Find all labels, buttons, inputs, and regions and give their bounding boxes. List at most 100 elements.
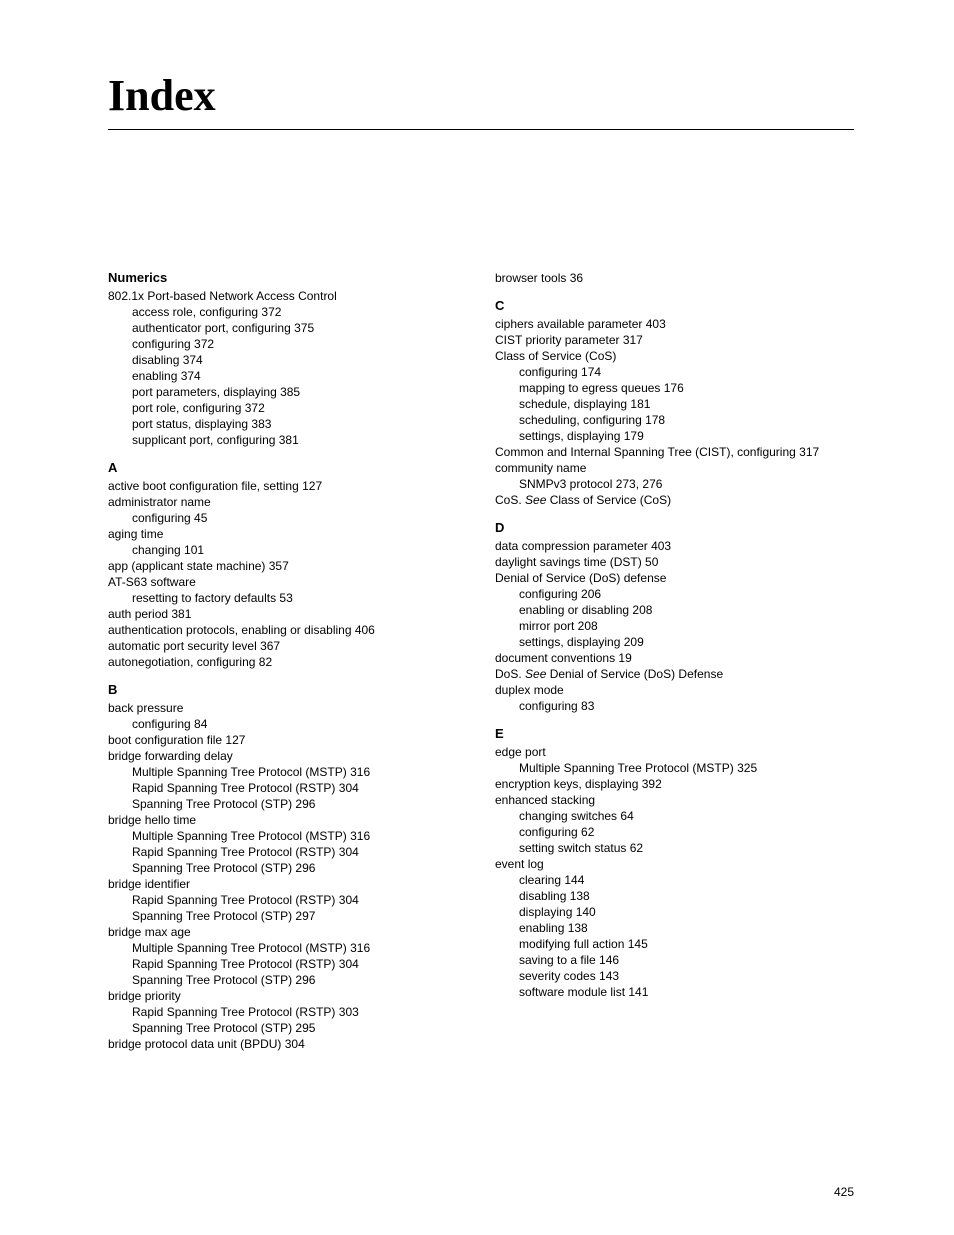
index-entry: authentication protocols, enabling or di…: [108, 622, 467, 638]
entry-text: Class of Service (CoS): [546, 493, 671, 507]
index-entry: back pressure: [108, 700, 467, 716]
index-subentry: scheduling, configuring 178: [495, 412, 854, 428]
index-subentry: configuring 84: [108, 716, 467, 732]
index-entry: active boot configuration file, setting …: [108, 478, 467, 494]
index-entry: duplex mode: [495, 682, 854, 698]
index-entry: bridge max age: [108, 924, 467, 940]
index-entry: Class of Service (CoS): [495, 348, 854, 364]
section-b: B: [108, 682, 467, 698]
index-subentry: SNMPv3 protocol 273, 276: [495, 476, 854, 492]
index-subentry: Multiple Spanning Tree Protocol (MSTP) 3…: [495, 760, 854, 776]
index-entry: event log: [495, 856, 854, 872]
index-subentry: enabling 138: [495, 920, 854, 936]
index-subentry: modifying full action 145: [495, 936, 854, 952]
index-entry: boot configuration file 127: [108, 732, 467, 748]
index-subentry: configuring 206: [495, 586, 854, 602]
page-number: 425: [834, 1185, 854, 1199]
index-entry: AT-S63 software: [108, 574, 467, 590]
index-subentry: Multiple Spanning Tree Protocol (MSTP) 3…: [108, 764, 467, 780]
see-ref: See: [525, 667, 550, 681]
index-subentry: setting switch status 62: [495, 840, 854, 856]
index-entry: bridge priority: [108, 988, 467, 1004]
index-subentry: changing switches 64: [495, 808, 854, 824]
index-subentry: software module list 141: [495, 984, 854, 1000]
index-entry: daylight savings time (DST) 50: [495, 554, 854, 570]
index-subentry: settings, displaying 179: [495, 428, 854, 444]
index-entry: administrator name: [108, 494, 467, 510]
index-entry: document conventions 19: [495, 650, 854, 666]
see-ref: See: [525, 493, 546, 507]
index-subentry: schedule, displaying 181: [495, 396, 854, 412]
index-entry: auth period 381: [108, 606, 467, 622]
index-subentry: configuring 83: [495, 698, 854, 714]
title-rule: [108, 129, 854, 130]
index-title: Index: [108, 70, 854, 121]
left-column: Numerics 802.1x Port-based Network Acces…: [108, 270, 467, 1052]
index-entry: 802.1x Port-based Network Access Control: [108, 288, 467, 304]
section-d: D: [495, 520, 854, 536]
index-entry: bridge hello time: [108, 812, 467, 828]
index-entry: CIST priority parameter 317: [495, 332, 854, 348]
index-subentry: changing 101: [108, 542, 467, 558]
index-subentry: authenticator port, configuring 375: [108, 320, 467, 336]
index-entry: DoS. See Denial of Service (DoS) Defense: [495, 666, 854, 682]
index-subentry: access role, configuring 372: [108, 304, 467, 320]
index-subentry: configuring 174: [495, 364, 854, 380]
right-column: browser tools 36 C ciphers available par…: [495, 270, 854, 1052]
index-entry: browser tools 36: [495, 270, 854, 286]
index-entry: community name: [495, 460, 854, 476]
index-subentry: Spanning Tree Protocol (STP) 297: [108, 908, 467, 924]
index-subentry: Rapid Spanning Tree Protocol (RSTP) 304: [108, 780, 467, 796]
index-subentry: port role, configuring 372: [108, 400, 467, 416]
index-subentry: Rapid Spanning Tree Protocol (RSTP) 304: [108, 844, 467, 860]
index-entry: Denial of Service (DoS) defense: [495, 570, 854, 586]
index-columns: Numerics 802.1x Port-based Network Acces…: [108, 270, 854, 1052]
index-subentry: port parameters, displaying 385: [108, 384, 467, 400]
section-c: C: [495, 298, 854, 314]
index-subentry: mirror port 208: [495, 618, 854, 634]
index-subentry: Spanning Tree Protocol (STP) 296: [108, 972, 467, 988]
index-entry: autonegotiation, configuring 82: [108, 654, 467, 670]
index-subentry: Rapid Spanning Tree Protocol (RSTP) 304: [108, 892, 467, 908]
index-subentry: Multiple Spanning Tree Protocol (MSTP) 3…: [108, 940, 467, 956]
index-entry: encryption keys, displaying 392: [495, 776, 854, 792]
index-entry: edge port: [495, 744, 854, 760]
index-entry: aging time: [108, 526, 467, 542]
index-subentry: disabling 138: [495, 888, 854, 904]
index-subentry: Rapid Spanning Tree Protocol (RSTP) 303: [108, 1004, 467, 1020]
index-entry: bridge forwarding delay: [108, 748, 467, 764]
index-entry: bridge identifier: [108, 876, 467, 892]
index-subentry: Spanning Tree Protocol (STP) 295: [108, 1020, 467, 1036]
index-subentry: port status, displaying 383: [108, 416, 467, 432]
index-entry: ciphers available parameter 403: [495, 316, 854, 332]
index-subentry: Multiple Spanning Tree Protocol (MSTP) 3…: [108, 828, 467, 844]
index-entry: CoS. See Class of Service (CoS): [495, 492, 854, 508]
section-a: A: [108, 460, 467, 476]
index-subentry: resetting to factory defaults 53: [108, 590, 467, 606]
index-entry: app (applicant state machine) 357: [108, 558, 467, 574]
index-entry: data compression parameter 403: [495, 538, 854, 554]
index-subentry: Spanning Tree Protocol (STP) 296: [108, 796, 467, 812]
index-subentry: configuring 62: [495, 824, 854, 840]
section-e: E: [495, 726, 854, 742]
index-entry: automatic port security level 367: [108, 638, 467, 654]
index-subentry: Spanning Tree Protocol (STP) 296: [108, 860, 467, 876]
index-subentry: Rapid Spanning Tree Protocol (RSTP) 304: [108, 956, 467, 972]
entry-text: Denial of Service (DoS) Defense: [550, 667, 723, 681]
index-subentry: enabling 374: [108, 368, 467, 384]
index-subentry: saving to a file 146: [495, 952, 854, 968]
entry-text: CoS.: [495, 493, 525, 507]
index-subentry: clearing 144: [495, 872, 854, 888]
index-entry: enhanced stacking: [495, 792, 854, 808]
entry-text: DoS.: [495, 667, 525, 681]
index-subentry: enabling or disabling 208: [495, 602, 854, 618]
section-numerics: Numerics: [108, 270, 467, 286]
index-subentry: configuring 372: [108, 336, 467, 352]
index-subentry: supplicant port, configuring 381: [108, 432, 467, 448]
index-subentry: mapping to egress queues 176: [495, 380, 854, 396]
index-entry: bridge protocol data unit (BPDU) 304: [108, 1036, 467, 1052]
index-subentry: displaying 140: [495, 904, 854, 920]
index-subentry: severity codes 143: [495, 968, 854, 984]
index-entry: Common and Internal Spanning Tree (CIST)…: [495, 444, 854, 460]
index-subentry: disabling 374: [108, 352, 467, 368]
